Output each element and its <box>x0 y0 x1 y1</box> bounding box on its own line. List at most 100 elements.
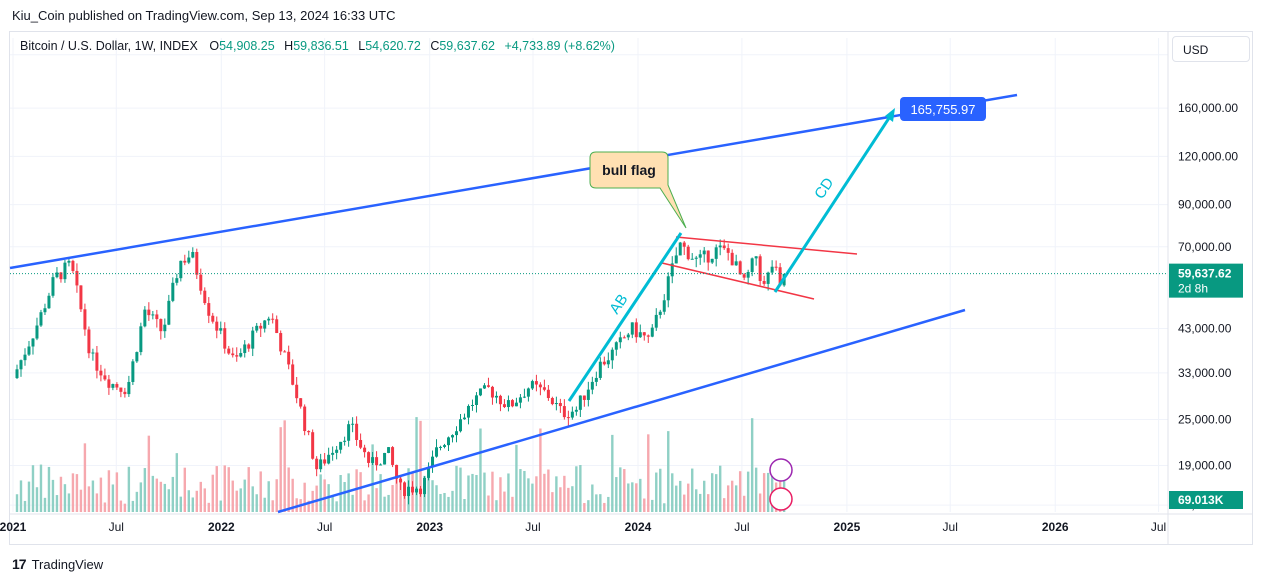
candle-body <box>638 332 642 338</box>
volume-bar <box>667 431 670 512</box>
current-price-label: 59,637.62 <box>1178 267 1232 281</box>
candle-body <box>694 257 698 259</box>
candle-body <box>538 384 542 388</box>
volume-bar <box>491 471 494 512</box>
candle-body <box>439 446 443 448</box>
candle-body <box>295 384 299 399</box>
volume-bar <box>135 491 139 512</box>
candle-body <box>419 488 423 495</box>
candle-body <box>566 417 570 419</box>
candle-body <box>443 445 447 447</box>
candle-body <box>610 349 614 361</box>
candle-body <box>35 325 39 339</box>
volume-bar <box>267 481 270 512</box>
candle-body <box>223 328 227 349</box>
candle-body <box>331 452 335 455</box>
volume-bar <box>255 494 258 512</box>
candle-body <box>199 274 203 291</box>
candle-body <box>618 337 622 343</box>
candle-body <box>598 361 602 378</box>
candle-body <box>47 295 51 309</box>
volume-bar <box>627 483 630 512</box>
volume-bar <box>647 434 650 512</box>
volume-bar <box>499 477 502 512</box>
candle-body <box>187 257 191 263</box>
candle-body <box>327 454 331 464</box>
leg-cd-label: CD <box>811 175 837 203</box>
volume-bar <box>663 503 666 512</box>
candle-body <box>407 486 411 497</box>
candle-body <box>482 385 486 389</box>
candle-body <box>339 441 343 450</box>
volume-bar <box>307 500 310 512</box>
x-tick-label: 2026 <box>1042 520 1069 534</box>
brand-name: TradingView <box>31 556 104 572</box>
volume-bar <box>451 490 454 512</box>
candle-body <box>498 395 502 405</box>
volume-bar <box>439 493 442 512</box>
candle-body <box>431 456 435 468</box>
volume-bar <box>251 486 254 512</box>
candle-body <box>658 311 662 315</box>
candle-body <box>235 355 239 357</box>
candle-body <box>75 270 79 286</box>
x-tick-label: Jul <box>943 520 958 534</box>
volume-label: 69.013K <box>1178 493 1224 507</box>
volume-bar <box>59 476 63 512</box>
candle-body <box>103 375 107 380</box>
volume-bar <box>291 478 294 512</box>
candle-body <box>654 314 658 328</box>
volume-bar <box>383 496 386 512</box>
volume-bar <box>391 485 394 512</box>
candle-body <box>706 250 710 263</box>
candle-body <box>283 351 287 353</box>
leg-ab-line <box>567 232 683 402</box>
volume-bar <box>143 468 147 512</box>
volume-bar <box>35 487 39 512</box>
volume-bar <box>718 465 722 512</box>
candle-body <box>363 447 367 453</box>
volume-bar <box>295 498 298 512</box>
callout-bubble <box>589 151 687 229</box>
currency-button[interactable]: USD <box>1172 36 1250 62</box>
volume-bar <box>207 502 210 512</box>
volume-bar <box>503 491 506 512</box>
volume-bar <box>203 488 206 512</box>
y-tick-label: 19,000.00 <box>1178 458 1232 472</box>
candle-body <box>415 488 419 493</box>
volume-bar <box>235 490 238 512</box>
candle-body <box>614 342 618 350</box>
candle-body <box>271 318 275 320</box>
volume-bar <box>395 475 398 512</box>
x-tick-label: 2024 <box>625 520 652 534</box>
candle-body <box>514 402 518 407</box>
volume-bar <box>231 480 234 512</box>
volume-bar <box>23 500 27 512</box>
change-value: +4,733.89 (+8.62%) <box>504 39 615 53</box>
volume-bar <box>531 483 534 512</box>
candle-body <box>466 405 470 418</box>
volume-bar <box>171 476 175 512</box>
volume-bar <box>659 468 662 512</box>
candle-body <box>582 395 586 400</box>
target-label: 165,755.97 <box>910 102 975 117</box>
volume-bar <box>71 473 75 512</box>
volume-bar <box>730 480 734 512</box>
candle-body <box>343 440 347 442</box>
volume-bar <box>459 467 462 512</box>
candle-body <box>602 361 606 365</box>
candle-body <box>335 449 339 453</box>
candle-body <box>738 261 742 275</box>
volume-bar <box>271 500 274 512</box>
candle-body <box>127 381 131 395</box>
volume-bar <box>47 466 51 512</box>
volume-bar <box>287 467 290 512</box>
candle-body <box>726 248 730 253</box>
candle-body <box>279 333 283 352</box>
volume-bar <box>742 495 746 512</box>
candle-body <box>131 361 135 382</box>
volume-bar <box>335 501 338 512</box>
candle-body <box>750 258 754 273</box>
volume-bar <box>215 466 218 512</box>
